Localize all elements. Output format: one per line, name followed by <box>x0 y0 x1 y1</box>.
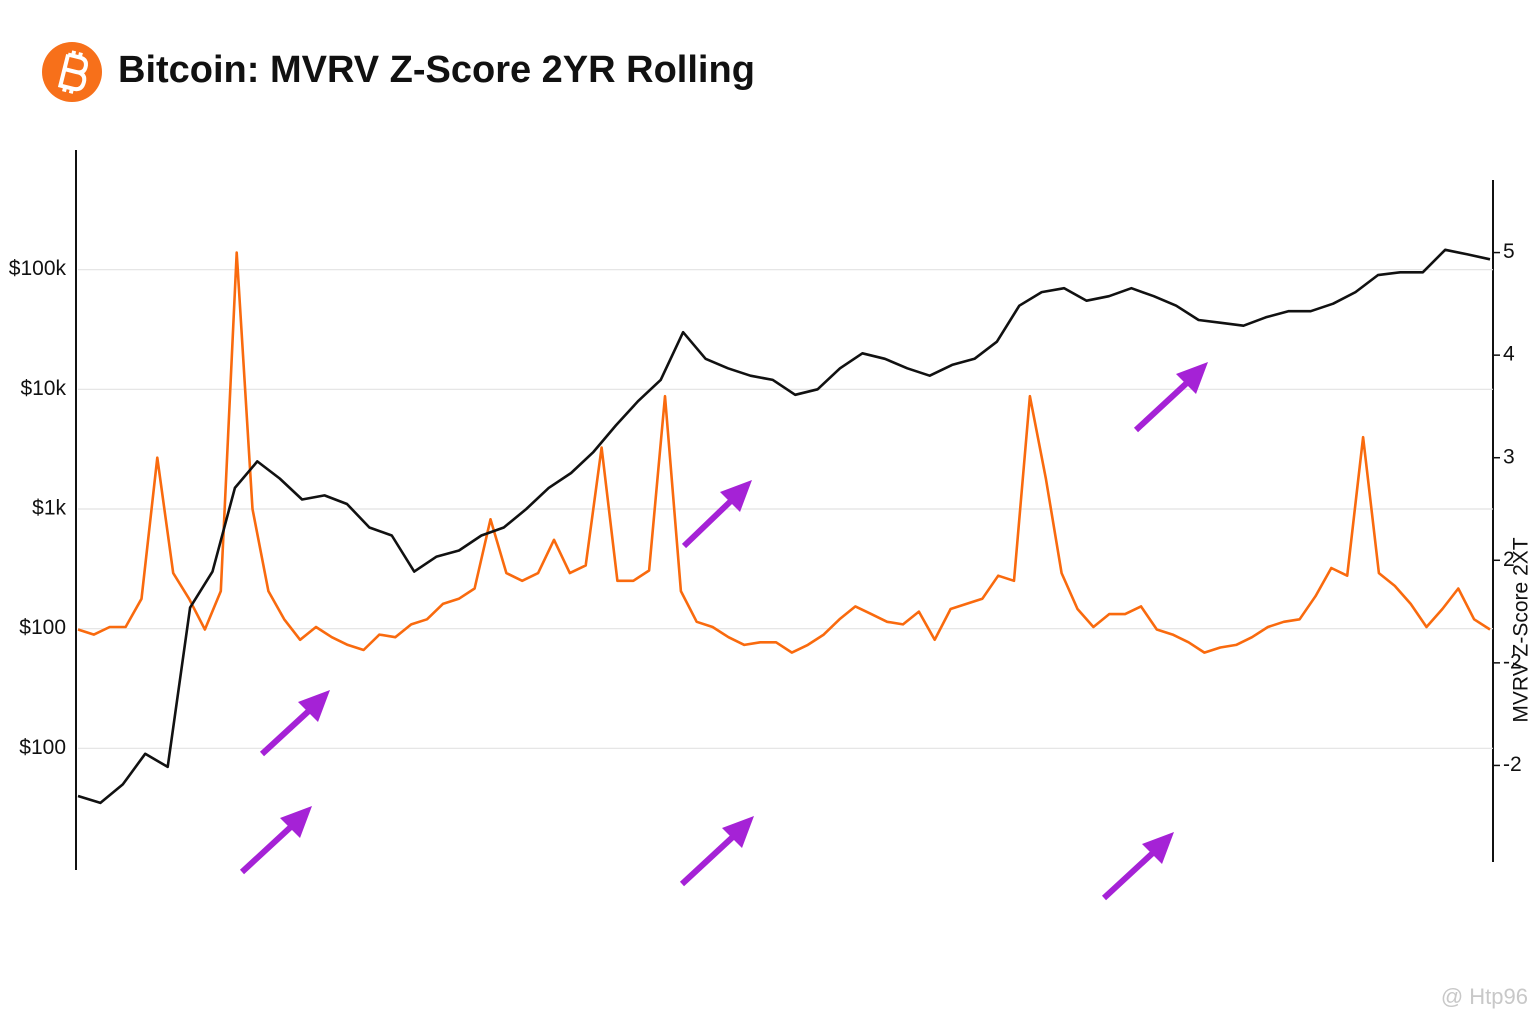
y-tick-label: $100k <box>9 257 67 280</box>
series-line <box>77 248 1491 805</box>
y-tick-label: $100 <box>19 616 66 639</box>
y-tick-label: $100 <box>19 736 66 759</box>
y-tick-label: $10k <box>20 377 66 400</box>
arrow <box>259 690 330 757</box>
chart-title: Bitcoin: MVRV Z-Score 2YR Rolling <box>118 49 755 91</box>
y2-tick-label: -2 <box>1503 650 1522 673</box>
y2-tick-label: 2 <box>1503 548 1515 571</box>
bitcoin-glyph <box>57 50 88 94</box>
y2-tick-label: -2 <box>1503 753 1522 776</box>
y2-tick-label: 3 <box>1503 445 1515 468</box>
annotation-arrows <box>239 362 1208 901</box>
arrow <box>681 480 752 549</box>
plot-area: $100k $10k $1k $100 $100 5 4 3 2 -2 -2 <box>9 240 1522 805</box>
y-tick-label: $1k <box>32 497 66 520</box>
arrow <box>1133 362 1208 433</box>
y2-axis-label: MVRV Z-Score 2XT <box>1510 537 1533 722</box>
series-line <box>77 251 1491 654</box>
y2-tick-label: 5 <box>1503 240 1515 263</box>
arrow <box>239 806 312 875</box>
y2-tick-label: 4 <box>1503 343 1515 366</box>
watermark: @ Htp96 <box>1441 984 1528 1009</box>
arrow <box>679 816 754 887</box>
arrow <box>1101 832 1174 901</box>
